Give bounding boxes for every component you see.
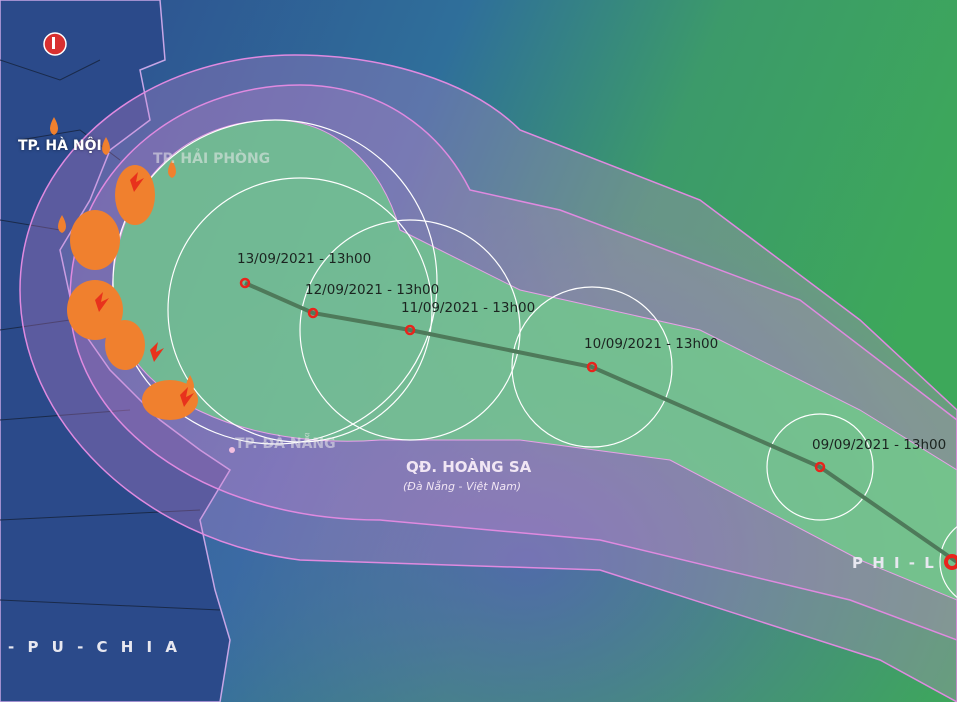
wind-radius-10-09: [511, 286, 673, 448]
rain-area: [105, 320, 145, 370]
rain-drop-icon: [186, 375, 194, 393]
rain-area: [142, 380, 198, 420]
lightning-icon: [95, 292, 109, 312]
wind-radius-13-09: [112, 119, 438, 445]
forecast-time-11-09: 11/09/2021 - 13h00: [401, 300, 536, 316]
forecast-time-12-09: 12/09/2021 - 13h00: [305, 282, 440, 298]
rain-drop-icon: [102, 137, 110, 155]
lightning-icon: [180, 387, 194, 407]
island-sublabel: (Đà Nẵng - Việt Nam): [403, 480, 522, 493]
forecast-time-10-09: 10/09/2021 - 13h00: [584, 336, 719, 352]
city-label-ha-noi: TP. HÀ NỘI: [18, 138, 102, 154]
lightning-icons: [95, 172, 194, 407]
lightning-icon: [150, 342, 164, 362]
storm-icon: [814, 461, 826, 473]
temperature-icon: [43, 32, 67, 56]
rain-area: [67, 280, 123, 340]
storm-icons: [239, 277, 957, 570]
land-vietnam: [0, 0, 232, 702]
wind-radius-12-09: [167, 177, 433, 443]
rain-drop-icon: [168, 160, 176, 178]
storm-icon: [586, 361, 598, 373]
lightning-icon: [130, 172, 144, 192]
wind-radius-11-09: [299, 219, 521, 441]
rain-cluster: [50, 117, 198, 420]
rain-area: [115, 165, 155, 225]
city-marker-da-nang: [229, 447, 235, 453]
wind-radius-circles: [112, 119, 957, 598]
country-label-philippines: P H I - L: [852, 554, 936, 572]
rain-drop-icon: [50, 117, 58, 135]
storm-icon: [404, 324, 416, 336]
forecast-time-09-09: 09/09/2021 - 13h00: [812, 437, 947, 453]
city-label-da-nang: TP. ĐÀ NẴNG: [235, 436, 336, 452]
rain-drop-icon: [58, 215, 66, 233]
country-label-cambodia: - P U - C H I A: [8, 638, 181, 656]
wind-radius-current: [939, 526, 957, 598]
storm-icon-current: [944, 554, 957, 570]
rain-area: [70, 210, 120, 270]
wind-radius-09-09: [766, 413, 874, 521]
forecast-time-13-09: 13/09/2021 - 13h00: [237, 251, 372, 267]
storm-track-line: [244, 281, 957, 564]
storm-icon: [307, 307, 319, 319]
city-label-hai-phong: TP. HẢI PHÒNG: [153, 151, 271, 167]
island-label-hoang-sa: QĐ. HOÀNG SA: [406, 458, 532, 476]
storm-icon: [239, 277, 251, 289]
